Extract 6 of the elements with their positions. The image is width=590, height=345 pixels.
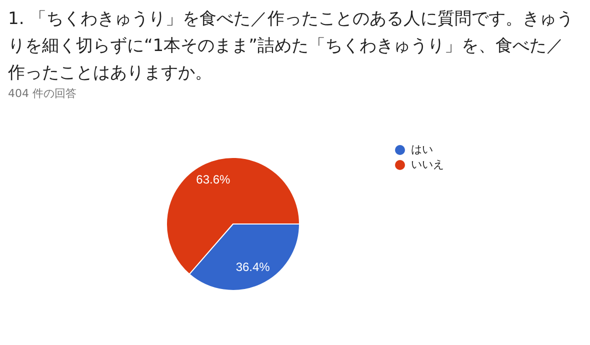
data-label: 36.4% bbox=[236, 260, 270, 274]
text: 404 件の回答 bbox=[8, 86, 76, 101]
chart-title: 1. 「ちくわきゅうり」を食べた／作ったことのある人に質問です。きゅうりを細く切らずに“1本そのまま”詰めた「ちくわきゅうり」を、食べた／作ったことはありますか。 bbox=[8, 8, 575, 85]
legend-label: はい bbox=[411, 142, 433, 157]
legend-label: いいえ bbox=[411, 157, 444, 172]
data-label: 63.6% bbox=[196, 172, 230, 187]
